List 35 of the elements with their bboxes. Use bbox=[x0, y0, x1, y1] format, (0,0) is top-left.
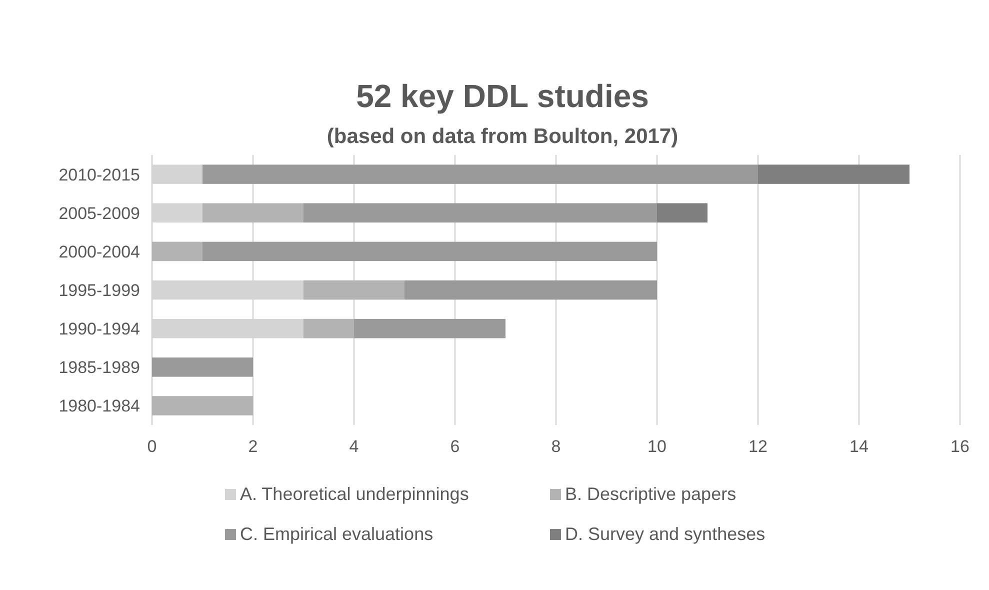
legend-label: C. Empirical evaluations bbox=[240, 524, 434, 544]
bar bbox=[758, 164, 910, 184]
x-tick-label: 4 bbox=[349, 437, 359, 456]
bar bbox=[202, 164, 758, 184]
y-tick-label: 2005-2009 bbox=[58, 204, 140, 223]
bar bbox=[657, 203, 708, 222]
legend-label: D. Survey and syntheses bbox=[565, 524, 766, 544]
y-tick-label: 1990-1994 bbox=[58, 320, 140, 339]
legend-label: B. Descriptive papers bbox=[565, 484, 736, 504]
y-tick-label: 1995-1999 bbox=[58, 281, 140, 300]
bar bbox=[304, 203, 657, 222]
x-tick-label: 2 bbox=[248, 437, 258, 456]
bar bbox=[304, 318, 354, 338]
x-tick-label: 0 bbox=[147, 437, 157, 456]
x-tick-label: 10 bbox=[648, 437, 666, 456]
bar bbox=[202, 203, 304, 222]
x-tick-label: 12 bbox=[748, 437, 768, 456]
x-tick-label: 14 bbox=[850, 437, 868, 456]
bar bbox=[354, 318, 506, 338]
bar bbox=[304, 280, 404, 300]
bar bbox=[404, 280, 657, 300]
chart-title: 52 key DDL studies bbox=[356, 78, 649, 114]
legend-label: A. Theoretical underpinnings bbox=[240, 484, 469, 504]
x-tick-label: 16 bbox=[950, 437, 970, 456]
bar bbox=[152, 242, 202, 262]
bar bbox=[202, 242, 657, 262]
bar bbox=[152, 396, 253, 416]
y-tick-label: 2010-2015 bbox=[58, 165, 140, 184]
x-tick-label: 6 bbox=[450, 437, 460, 456]
x-tick-label: 8 bbox=[551, 437, 561, 456]
y-tick-label: 1980-1984 bbox=[58, 396, 140, 416]
chart-subtitle: (based on data from Boulton, 2017) bbox=[326, 125, 678, 148]
bar bbox=[152, 358, 253, 377]
y-tick-label: 1985-1989 bbox=[58, 358, 140, 378]
y-tick-label: 2000-2004 bbox=[58, 242, 140, 262]
